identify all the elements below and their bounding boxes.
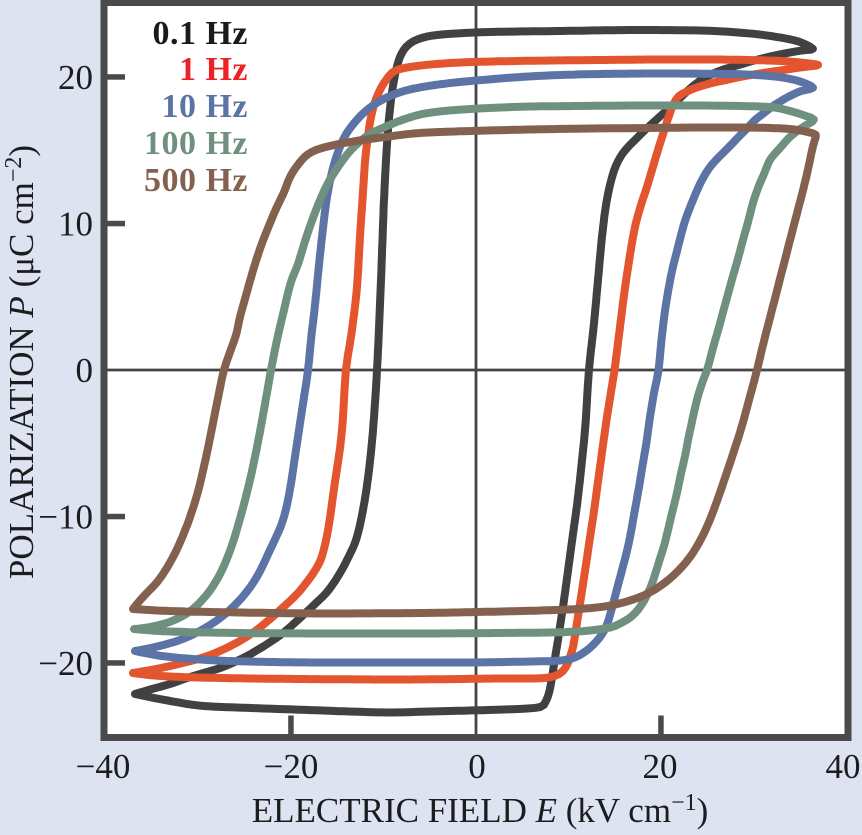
svg-text:0: 0 (76, 351, 94, 390)
svg-text:10 Hz: 10 Hz (161, 88, 248, 125)
svg-text:POLARIZATION P (μC cm−2): POLARIZATION P (μC cm−2) (1, 145, 41, 579)
svg-text:−20: −20 (38, 644, 93, 683)
svg-text:1 Hz: 1 Hz (179, 51, 248, 88)
svg-text:10: 10 (58, 205, 93, 244)
svg-text:20: 20 (643, 747, 678, 786)
svg-text:0: 0 (468, 747, 486, 786)
svg-text:20: 20 (58, 58, 93, 97)
svg-text:40: 40 (826, 747, 861, 786)
svg-text:−20: −20 (264, 747, 319, 786)
svg-text:−10: −10 (38, 498, 93, 537)
svg-text:100 Hz: 100 Hz (144, 125, 248, 162)
svg-text:ELECTRIC FIELD E (kV cm−1): ELECTRIC FIELD E (kV cm−1) (252, 790, 709, 830)
svg-text:0.1 Hz: 0.1 Hz (152, 15, 248, 52)
svg-text:−40: −40 (76, 747, 131, 786)
svg-text:500 Hz: 500 Hz (144, 162, 248, 199)
